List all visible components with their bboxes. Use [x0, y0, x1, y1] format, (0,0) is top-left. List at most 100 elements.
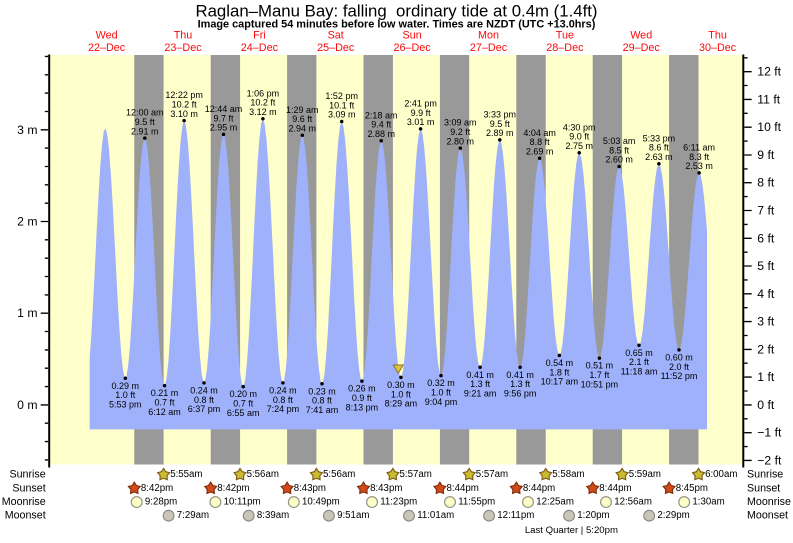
svg-text:0.60 m: 0.60 m [665, 353, 693, 363]
svg-text:8:29 am: 8:29 am [385, 399, 418, 409]
svg-text:1.0 ft: 1.0 ft [391, 389, 412, 399]
svg-text:11:52 pm: 11:52 pm [661, 371, 698, 381]
svg-text:8.3 ft: 8.3 ft [689, 152, 710, 162]
svg-text:5 ft: 5 ft [757, 259, 775, 273]
svg-text:2 ft: 2 ft [757, 342, 775, 356]
svg-text:0.7 ft: 0.7 ft [154, 398, 175, 408]
svg-text:5:33 pm: 5:33 pm [643, 133, 676, 143]
svg-text:28–Dec: 28–Dec [546, 42, 584, 54]
svg-text:1:20pm: 1:20pm [577, 510, 609, 521]
svg-text:0.8 ft: 0.8 ft [273, 395, 294, 405]
svg-text:Moonrise: Moonrise [747, 496, 791, 508]
svg-text:0.23 m: 0.23 m [308, 386, 336, 396]
svg-text:Thu: Thu [708, 29, 727, 41]
svg-text:Sat: Sat [328, 29, 344, 41]
svg-text:5:59am: 5:59am [629, 469, 661, 480]
svg-text:7:29am: 7:29am [177, 510, 209, 521]
svg-text:Sun: Sun [402, 29, 421, 41]
svg-text:3.10 m: 3.10 m [170, 109, 198, 119]
svg-text:Tue: Tue [556, 29, 574, 41]
svg-text:2.1 ft: 2.1 ft [629, 357, 650, 367]
svg-text:10.2 ft: 10.2 ft [172, 100, 198, 110]
svg-text:1.0 ft: 1.0 ft [431, 388, 452, 398]
svg-text:0.20 m: 0.20 m [229, 389, 257, 399]
svg-text:8:44pm: 8:44pm [447, 483, 479, 494]
svg-text:11:18 am: 11:18 am [621, 367, 658, 377]
svg-text:8.6 ft: 8.6 ft [649, 143, 670, 153]
svg-text:2.88 m: 2.88 m [367, 129, 395, 139]
svg-text:3.01 m: 3.01 m [407, 117, 435, 127]
svg-text:9.0 ft: 9.0 ft [569, 132, 590, 142]
svg-text:0.26 m: 0.26 m [348, 384, 376, 394]
svg-text:9.4 ft: 9.4 ft [371, 120, 392, 130]
svg-text:9.5 ft: 9.5 ft [135, 117, 156, 127]
svg-text:6:55 am: 6:55 am [227, 408, 260, 418]
svg-text:2:29pm: 2:29pm [657, 510, 689, 521]
svg-text:8.8 ft: 8.8 ft [530, 137, 551, 147]
svg-text:0.9 ft: 0.9 ft [352, 393, 373, 403]
svg-text:9:51am: 9:51am [337, 510, 369, 521]
svg-text:−1 ft: −1 ft [757, 426, 782, 440]
svg-text:Last Quarter | 5:20pm: Last Quarter | 5:20pm [525, 525, 618, 536]
svg-text:3 ft: 3 ft [757, 315, 775, 329]
svg-text:Fri: Fri [253, 29, 266, 41]
svg-text:8:44pm: 8:44pm [523, 483, 555, 494]
svg-text:9:04 pm: 9:04 pm [425, 397, 458, 407]
svg-text:1 m: 1 m [17, 306, 37, 320]
svg-text:9:28pm: 9:28pm [145, 497, 177, 508]
svg-text:2.60 m: 2.60 m [605, 155, 633, 165]
svg-text:Moonset: Moonset [747, 510, 788, 522]
svg-text:3:33 pm: 3:33 pm [484, 110, 517, 120]
svg-text:2:41 pm: 2:41 pm [404, 99, 437, 109]
svg-text:26–Dec: 26–Dec [393, 42, 431, 54]
svg-text:0 ft: 0 ft [757, 398, 775, 412]
svg-text:12:56am: 12:56am [614, 497, 652, 508]
svg-text:Mon: Mon [478, 29, 499, 41]
svg-text:10:51 pm: 10:51 pm [581, 379, 619, 389]
svg-text:10:17 am: 10:17 am [541, 377, 579, 387]
svg-text:1.7 ft: 1.7 ft [589, 370, 610, 380]
svg-text:27–Dec: 27–Dec [470, 42, 508, 54]
svg-text:30–Dec: 30–Dec [699, 42, 737, 54]
svg-text:5:03 am: 5:03 am [603, 136, 636, 146]
svg-text:4:04 am: 4:04 am [523, 128, 556, 138]
svg-text:1.3 ft: 1.3 ft [470, 379, 491, 389]
svg-text:1.3 ft: 1.3 ft [510, 379, 531, 389]
svg-text:5:56am: 5:56am [247, 469, 279, 480]
svg-text:1:52 pm: 1:52 pm [325, 91, 358, 101]
svg-text:1:30am: 1:30am [692, 497, 724, 508]
svg-text:2.91 m: 2.91 m [131, 126, 159, 136]
svg-text:0.7 ft: 0.7 ft [233, 399, 254, 409]
svg-text:10 ft: 10 ft [757, 120, 781, 134]
svg-text:6:00am: 6:00am [705, 469, 737, 480]
svg-text:Moonset: Moonset [5, 510, 46, 522]
svg-text:11:23pm: 11:23pm [380, 497, 417, 508]
svg-text:7:41 am: 7:41 am [306, 405, 339, 415]
svg-text:11:55pm: 11:55pm [458, 497, 495, 508]
svg-text:3 m: 3 m [17, 123, 37, 137]
svg-text:1:29 am: 1:29 am [286, 105, 319, 115]
svg-text:12:11pm: 12:11pm [497, 510, 534, 521]
svg-text:2:18 am: 2:18 am [365, 110, 398, 120]
svg-text:0.21 m: 0.21 m [151, 388, 179, 398]
svg-text:2.75 m: 2.75 m [565, 141, 593, 151]
svg-text:9:56 pm: 9:56 pm [504, 389, 537, 399]
svg-text:2.95 m: 2.95 m [210, 123, 238, 133]
svg-text:3:09 am: 3:09 am [444, 118, 477, 128]
svg-text:10.2 ft: 10.2 ft [250, 98, 276, 108]
svg-text:0.8 ft: 0.8 ft [312, 396, 333, 406]
svg-text:8:43pm: 8:43pm [294, 483, 326, 494]
svg-text:6:37 pm: 6:37 pm [188, 404, 221, 414]
svg-text:8:42pm: 8:42pm [141, 483, 173, 494]
svg-text:1:06 pm: 1:06 pm [247, 88, 280, 98]
svg-text:12:00 am: 12:00 am [126, 108, 164, 118]
svg-text:0.54 m: 0.54 m [546, 358, 574, 368]
svg-text:5:57am: 5:57am [400, 469, 432, 480]
svg-text:0.24 m: 0.24 m [269, 386, 297, 396]
svg-text:Raglan–Manu Bay: falling ordi: Raglan–Manu Bay: falling ordinary tide a… [195, 2, 597, 21]
svg-text:Wed: Wed [630, 29, 652, 41]
svg-text:12:25am: 12:25am [536, 497, 574, 508]
svg-text:1.0 ft: 1.0 ft [115, 390, 136, 400]
svg-text:12:22 pm: 12:22 pm [165, 90, 203, 100]
svg-text:12 ft: 12 ft [757, 65, 781, 79]
